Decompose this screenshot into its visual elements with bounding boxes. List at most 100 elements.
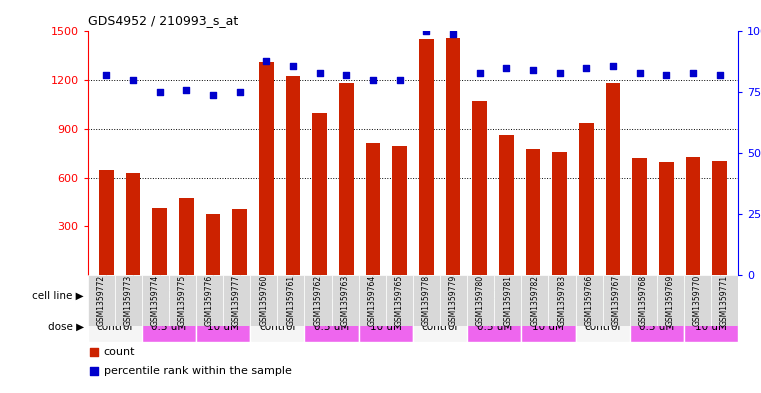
Point bbox=[686, 70, 699, 76]
Bar bbox=[467, 312, 521, 342]
Bar bbox=[684, 312, 738, 342]
Bar bbox=[259, 62, 273, 275]
Bar bbox=[339, 83, 354, 275]
Text: 0.5 uM: 0.5 uM bbox=[639, 322, 674, 332]
Text: control: control bbox=[584, 322, 621, 332]
Text: dose ▶: dose ▶ bbox=[48, 322, 84, 332]
Text: 0.5 uM: 0.5 uM bbox=[151, 322, 186, 332]
Bar bbox=[412, 281, 575, 310]
Point bbox=[180, 87, 193, 93]
Bar bbox=[575, 275, 603, 326]
Bar bbox=[521, 275, 549, 326]
Point bbox=[500, 65, 512, 71]
Point bbox=[234, 89, 246, 95]
Bar bbox=[521, 312, 575, 342]
Point bbox=[393, 77, 406, 83]
Bar bbox=[684, 275, 711, 326]
Text: VCAP: VCAP bbox=[642, 289, 673, 302]
Point bbox=[660, 72, 672, 79]
Text: GSM1359776: GSM1359776 bbox=[205, 275, 214, 326]
Text: LNCAP: LNCAP bbox=[150, 289, 188, 302]
Text: GSM1359780: GSM1359780 bbox=[476, 275, 485, 326]
Point bbox=[127, 77, 139, 83]
Bar bbox=[179, 198, 193, 275]
Text: GSM1359766: GSM1359766 bbox=[584, 275, 594, 326]
Bar bbox=[657, 275, 684, 326]
Bar bbox=[142, 312, 196, 342]
Point bbox=[713, 72, 725, 79]
Text: GSM1359781: GSM1359781 bbox=[503, 275, 512, 326]
Text: control: control bbox=[422, 322, 458, 332]
Text: control: control bbox=[97, 322, 133, 332]
Bar bbox=[575, 281, 738, 310]
Point bbox=[466, 269, 478, 275]
Text: cell line ▶: cell line ▶ bbox=[32, 291, 84, 301]
Bar bbox=[285, 76, 300, 275]
Bar bbox=[232, 209, 247, 275]
Text: GSM1359760: GSM1359760 bbox=[260, 275, 268, 326]
Bar bbox=[99, 169, 113, 275]
Bar bbox=[412, 275, 440, 326]
Text: 10 uM: 10 uM bbox=[695, 322, 727, 332]
Text: control: control bbox=[259, 322, 295, 332]
Point bbox=[314, 70, 326, 76]
Point bbox=[340, 72, 352, 79]
Text: GSM1359762: GSM1359762 bbox=[314, 275, 323, 326]
Point bbox=[420, 28, 432, 35]
Bar bbox=[223, 275, 250, 326]
Text: GDS4952 / 210993_s_at: GDS4952 / 210993_s_at bbox=[88, 15, 237, 28]
Text: GSM1359767: GSM1359767 bbox=[612, 275, 621, 326]
Point bbox=[473, 70, 486, 76]
Bar bbox=[440, 275, 467, 326]
Bar bbox=[196, 312, 250, 342]
Bar bbox=[250, 312, 304, 342]
Bar bbox=[630, 275, 657, 326]
Point bbox=[553, 70, 565, 76]
Text: GSM1359779: GSM1359779 bbox=[449, 275, 458, 326]
Text: GSM1359773: GSM1359773 bbox=[124, 275, 132, 326]
Bar bbox=[312, 113, 326, 275]
Text: PC3: PC3 bbox=[483, 289, 505, 302]
Text: GSM1359778: GSM1359778 bbox=[422, 275, 431, 326]
Bar bbox=[365, 143, 380, 275]
Text: NCIH660: NCIH660 bbox=[306, 289, 357, 302]
Bar bbox=[392, 146, 407, 275]
Bar bbox=[472, 101, 487, 275]
Point bbox=[207, 92, 219, 98]
Text: GSM1359775: GSM1359775 bbox=[178, 275, 187, 326]
Text: GSM1359769: GSM1359769 bbox=[666, 275, 675, 326]
Point bbox=[447, 31, 459, 37]
Text: 0.5 uM: 0.5 uM bbox=[314, 322, 349, 332]
Bar bbox=[88, 281, 250, 310]
Bar bbox=[686, 156, 700, 275]
Bar bbox=[250, 275, 277, 326]
Text: GSM1359782: GSM1359782 bbox=[530, 275, 540, 326]
Bar bbox=[552, 152, 567, 275]
Bar bbox=[88, 275, 115, 326]
Bar bbox=[250, 281, 412, 310]
Bar bbox=[659, 162, 673, 275]
Bar bbox=[115, 275, 142, 326]
Point bbox=[527, 67, 539, 73]
Bar bbox=[499, 134, 514, 275]
Bar bbox=[712, 161, 727, 275]
Text: GSM1359777: GSM1359777 bbox=[232, 275, 241, 326]
Bar bbox=[606, 83, 620, 275]
Bar bbox=[304, 275, 332, 326]
Bar bbox=[142, 275, 169, 326]
Bar bbox=[152, 208, 167, 275]
Bar bbox=[603, 275, 630, 326]
Bar bbox=[196, 275, 223, 326]
Bar bbox=[419, 39, 434, 275]
Bar bbox=[169, 275, 196, 326]
Bar bbox=[277, 275, 304, 326]
Point bbox=[633, 70, 645, 76]
Bar bbox=[711, 275, 738, 326]
Bar bbox=[358, 275, 386, 326]
Bar bbox=[549, 275, 575, 326]
Point bbox=[154, 89, 166, 95]
Text: GSM1359774: GSM1359774 bbox=[151, 275, 160, 326]
Text: GSM1359783: GSM1359783 bbox=[558, 275, 566, 326]
Point bbox=[287, 62, 299, 69]
Text: 10 uM: 10 uM bbox=[370, 322, 402, 332]
